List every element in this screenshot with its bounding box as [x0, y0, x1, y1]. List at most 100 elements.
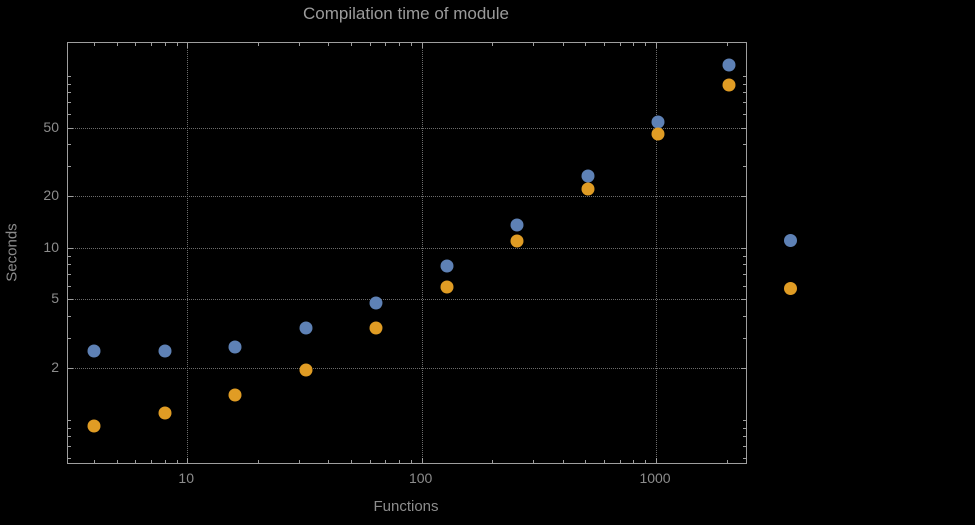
data-point-orange-series [651, 127, 665, 141]
y-axis-tick [68, 316, 71, 318]
y-tick-label: 5 [51, 290, 59, 307]
y-axis-tick-right [743, 264, 746, 266]
legend-marker-orange-series [784, 282, 797, 295]
y-axis-tick-right [743, 337, 746, 339]
x-axis-tick [257, 460, 259, 463]
y-axis-tick [68, 102, 71, 104]
gridline-vertical [421, 43, 423, 463]
legend-marker-blue-series [784, 234, 797, 247]
y-axis-label: Seconds [3, 223, 21, 282]
gridline-horizontal [68, 127, 746, 129]
y-axis-tick-right [743, 427, 746, 429]
x-axis-tick [533, 460, 535, 463]
y-axis-tick-right [741, 127, 746, 129]
y-axis-tick [68, 457, 71, 459]
x-axis-tick-top [619, 43, 621, 46]
x-axis-tick [328, 460, 330, 463]
data-point-blue-series [440, 259, 454, 273]
data-point-blue-series [722, 58, 736, 72]
x-axis-tick [93, 460, 95, 463]
y-axis-tick [68, 337, 71, 339]
data-point-orange-series [299, 363, 313, 377]
y-axis-tick-right [743, 102, 746, 104]
y-axis-tick-right [743, 436, 746, 438]
y-axis-tick [68, 113, 71, 115]
x-axis-tick [421, 458, 423, 463]
x-axis-tick-top [421, 43, 423, 48]
gridline-horizontal [68, 299, 746, 301]
x-axis-tick [150, 460, 152, 463]
plot-area [67, 42, 747, 464]
x-axis-tick-top [726, 43, 728, 46]
y-axis-tick [68, 144, 71, 146]
x-axis-tick-top [585, 43, 587, 46]
x-axis-tick-top [633, 43, 635, 46]
y-axis-tick-right [741, 195, 746, 197]
x-axis-tick-top [385, 43, 387, 46]
x-axis-tick-top [93, 43, 95, 46]
data-point-orange-series [228, 388, 242, 402]
y-axis-tick-right [743, 165, 746, 167]
y-tick-label: 50 [43, 118, 59, 135]
x-axis-tick [410, 460, 412, 463]
x-axis-tick [492, 460, 494, 463]
x-axis-tick-top [398, 43, 400, 46]
y-axis-tick-right [743, 144, 746, 146]
y-axis-tick-right [743, 255, 746, 257]
y-axis-tick-right [743, 75, 746, 77]
data-point-orange-series [440, 280, 454, 294]
y-axis-tick-right [743, 113, 746, 115]
y-axis-tick [68, 264, 71, 266]
y-axis-tick [68, 427, 71, 429]
x-axis-label: Functions [373, 498, 439, 515]
x-axis-tick [164, 460, 166, 463]
x-axis-tick [299, 460, 301, 463]
y-axis-tick-right [741, 367, 746, 369]
y-tick-label: 2 [51, 358, 59, 375]
x-axis-tick [562, 460, 564, 463]
x-axis-tick [135, 460, 137, 463]
y-axis-tick-right [743, 419, 746, 421]
x-axis-tick [726, 460, 728, 463]
data-point-blue-series [581, 169, 595, 183]
x-axis-tick-top [187, 43, 189, 48]
y-axis-tick-right [743, 285, 746, 287]
y-axis-tick [68, 247, 73, 249]
gridline-vertical [656, 43, 658, 463]
x-axis-tick [398, 460, 400, 463]
y-axis-tick [68, 419, 71, 421]
x-axis-tick-top [351, 43, 353, 46]
x-axis-tick-top [656, 43, 658, 48]
data-point-orange-series [369, 321, 383, 335]
y-axis-tick-right [743, 446, 746, 448]
x-axis-tick [656, 458, 658, 463]
x-axis-tick-top [492, 43, 494, 46]
gridline-vertical [187, 43, 189, 463]
y-axis-tick [68, 195, 73, 197]
x-axis-tick-top [164, 43, 166, 46]
y-axis-tick [68, 165, 71, 167]
x-axis-tick [645, 460, 647, 463]
y-axis-tick [68, 255, 71, 257]
data-point-orange-series [87, 419, 101, 433]
y-axis-tick [68, 83, 71, 85]
x-axis-tick [604, 460, 606, 463]
y-axis-tick [68, 436, 71, 438]
x-axis-tick-top [369, 43, 371, 46]
y-tick-label: 10 [43, 238, 59, 255]
y-axis-tick-right [743, 83, 746, 85]
chart-title: Compilation time of module [303, 4, 509, 23]
data-point-blue-series [651, 115, 665, 129]
x-tick-label: 100 [408, 470, 433, 486]
y-axis-tick [68, 274, 71, 276]
x-axis-tick [176, 460, 178, 463]
y-axis-tick-right [741, 299, 746, 301]
y-axis-tick [68, 367, 73, 369]
x-axis-tick-top [176, 43, 178, 46]
x-axis-tick [116, 460, 118, 463]
data-point-orange-series [581, 182, 595, 196]
gridline-horizontal [68, 195, 746, 197]
y-axis-tick [68, 285, 71, 287]
y-axis-tick [68, 446, 71, 448]
